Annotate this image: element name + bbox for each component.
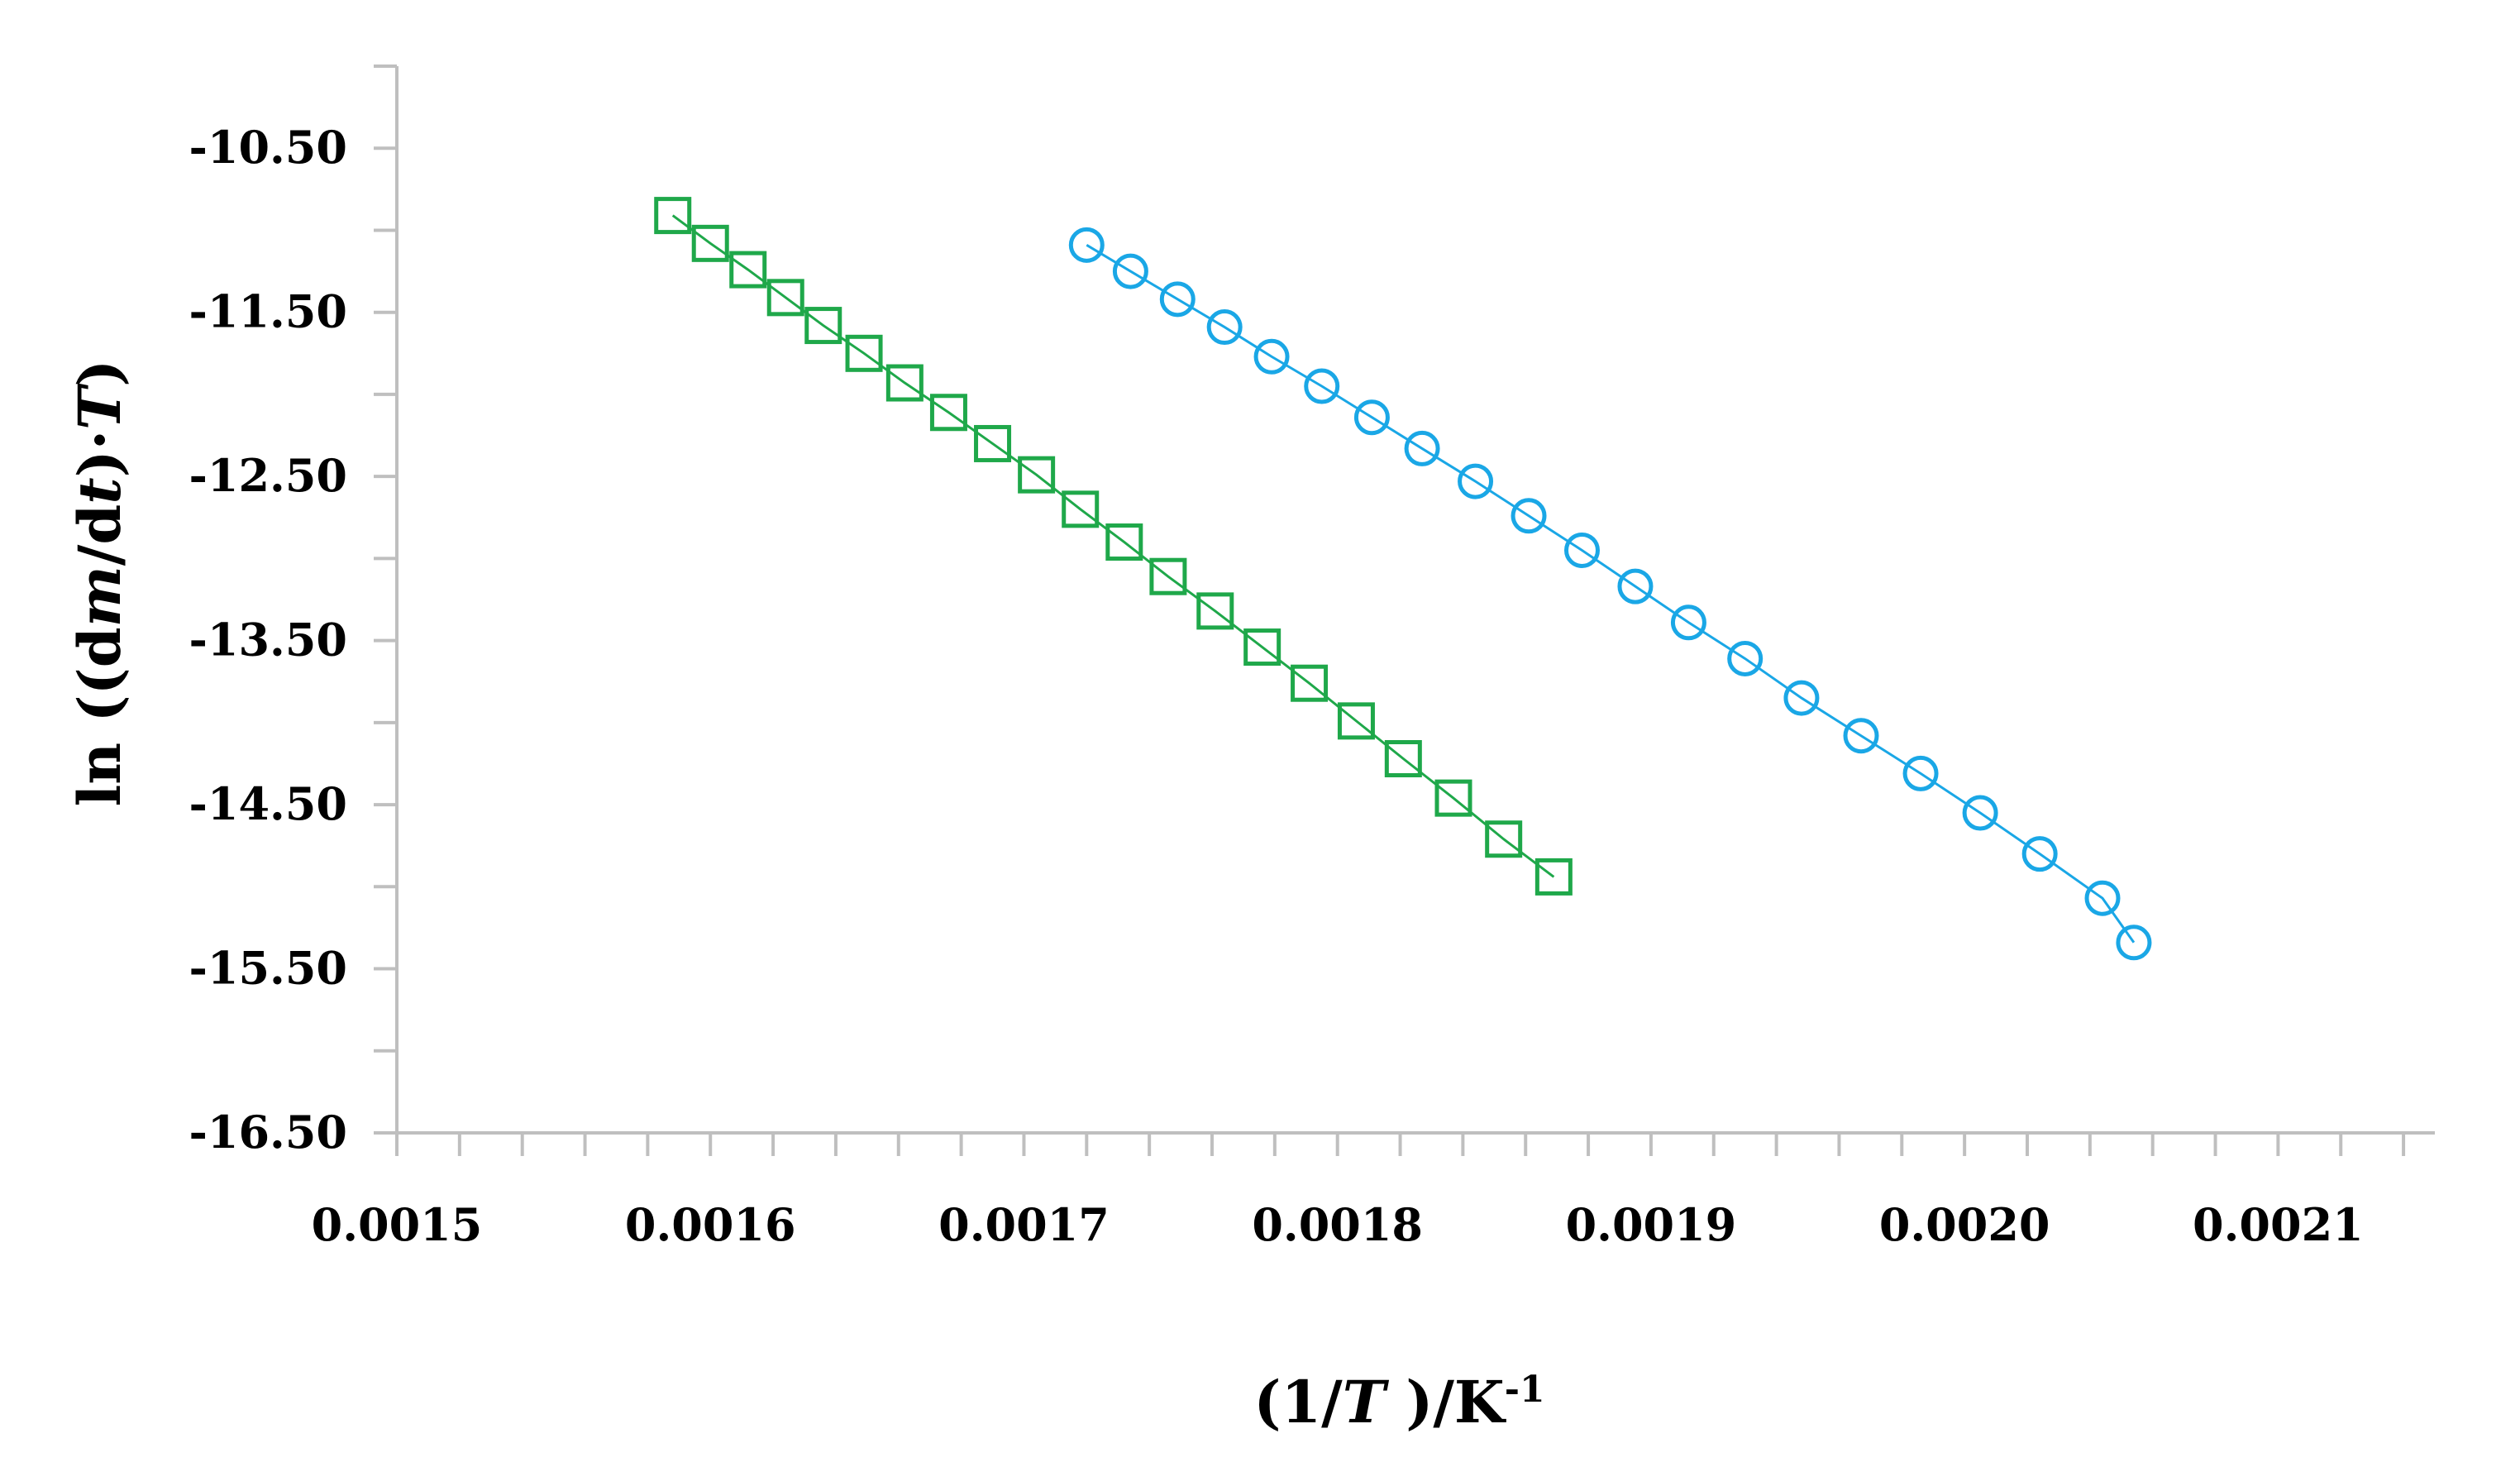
- y-axis-title-part: /d: [65, 504, 134, 566]
- chart-labels: -10.50 -11.50 -12.50 -13.50 -14.50 -15.50 -16.…: [65, 121, 2364, 1436]
- series-1-point: [1511, 498, 1547, 534]
- series-0-point: [729, 251, 767, 289]
- series-0-point: [885, 364, 924, 402]
- y-tick-label: -13.50: [189, 614, 347, 666]
- series-1-point: [2084, 880, 2121, 916]
- x-axis-title-part: -1: [1505, 1369, 1545, 1411]
- series-0-point: [1062, 490, 1100, 528]
- series-1-point: [1353, 399, 1390, 436]
- y-tick-label: -15.50: [189, 942, 347, 995]
- x-axis-title-part: )/K: [1386, 1368, 1506, 1436]
- y-axis-title-part: T: [65, 383, 134, 430]
- series-0-point: [1534, 858, 1573, 896]
- x-axis-title-part: (1/: [1253, 1368, 1343, 1436]
- x-tick-label: 0.0020: [1879, 1198, 2050, 1251]
- series-1-point: [1068, 227, 1105, 263]
- series-1-line: [1086, 244, 2136, 944]
- series-1-point: [1404, 430, 1440, 466]
- y-tick-label: -14.50: [189, 777, 347, 830]
- series-0-point: [766, 279, 804, 317]
- series-1-point: [1159, 281, 1196, 318]
- y-tick-label: -11.50: [189, 285, 347, 338]
- x-tick-label: 0.0021: [2193, 1198, 2364, 1251]
- series-1-point: [1458, 463, 1494, 499]
- series-0-point: [1337, 702, 1375, 740]
- y-axis-title: ln ((dm/dt)·T): [65, 360, 134, 807]
- series-1-point: [2116, 924, 2152, 961]
- series-0-point: [1434, 779, 1472, 817]
- series-1-point: [1902, 755, 1939, 791]
- series-0-point: [974, 424, 1012, 462]
- y-axis-title-part: ): [65, 360, 134, 387]
- series-1-point: [2021, 836, 2058, 872]
- series-1-point: [1727, 640, 1764, 676]
- series-1-point: [1783, 680, 1820, 716]
- series-1-point: [1670, 604, 1706, 641]
- axes: [374, 64, 2435, 1156]
- series-1-point: [1563, 532, 1600, 568]
- y-axis-title-part: m: [65, 566, 134, 627]
- y-axis-title-part: ln ((d: [65, 627, 134, 806]
- y-axis-title-part: t: [65, 477, 134, 504]
- series-0-point: [845, 334, 883, 372]
- series-0-point: [1105, 523, 1143, 561]
- series-1-point: [1253, 338, 1290, 375]
- series-0-point: [1149, 557, 1187, 595]
- x-axis-title-part: T: [1343, 1368, 1390, 1436]
- chart-marks: [654, 197, 2152, 961]
- x-tick-label: 0.0018: [1252, 1198, 1423, 1251]
- series-1-point: [1843, 718, 1879, 754]
- x-axis-title: (1/T )/K-1: [1253, 1368, 1544, 1436]
- series-0-point: [654, 197, 692, 235]
- y-tick-label: -16.50: [189, 1106, 347, 1159]
- series-0-point: [1485, 820, 1523, 858]
- series-1-point: [1962, 795, 1998, 831]
- series-0-point: [1384, 740, 1422, 778]
- series-0-point: [1196, 592, 1234, 630]
- series-1-point: [1112, 253, 1148, 289]
- series-0-point: [804, 307, 842, 345]
- series-0-point: [1243, 628, 1281, 666]
- series-0-point: [1291, 664, 1329, 702]
- y-tick-label: -12.50: [189, 449, 347, 502]
- x-tick-label: 0.0015: [312, 1198, 483, 1251]
- x-tick-label: 0.0019: [1566, 1198, 1737, 1251]
- y-tick-label: -10.50: [189, 121, 347, 174]
- series-0-point: [1018, 456, 1056, 494]
- series-0-point: [929, 394, 967, 432]
- series-1-point: [1304, 368, 1340, 404]
- x-tick-label: 0.0017: [938, 1198, 1110, 1251]
- x-tick-label: 0.0016: [625, 1198, 796, 1251]
- y-axis-title-part: )·: [65, 430, 134, 478]
- series-1-point: [1206, 309, 1243, 346]
- series-1-point: [1617, 568, 1654, 604]
- series-0-point: [691, 224, 729, 262]
